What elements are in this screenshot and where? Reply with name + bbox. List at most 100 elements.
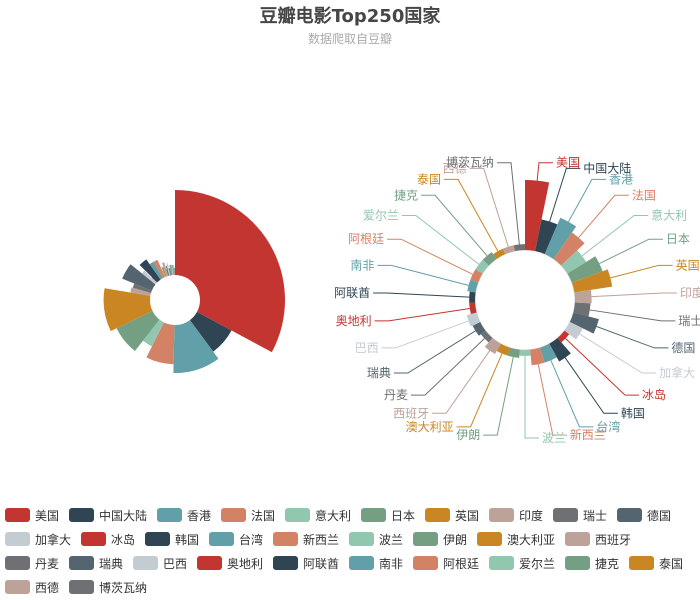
legend-item-20[interactable]: 瑞典 (69, 556, 123, 571)
right-rose-slice-18[interactable] (484, 337, 501, 355)
legend-item-2[interactable]: 香港 (157, 508, 211, 523)
right-rose-slice-9[interactable] (569, 312, 599, 334)
left-rose-slice-17[interactable] (162, 266, 167, 277)
legend-item-29[interactable]: 西德 (5, 580, 59, 595)
legend-item-3[interactable]: 法国 (221, 508, 275, 523)
legend-item-22[interactable]: 奥地利 (197, 556, 263, 571)
right-rose-slice-1[interactable] (535, 219, 558, 255)
right-rose-slice-6[interactable] (571, 269, 613, 293)
left-rose-slice-13[interactable] (149, 261, 163, 280)
right-rose-slice-17[interactable] (496, 343, 511, 356)
left-rose-slice-0[interactable] (175, 190, 285, 353)
legend-item-4[interactable]: 意大利 (285, 508, 351, 523)
legend-item-24[interactable]: 南非 (349, 556, 403, 571)
left-rose-slice-7[interactable] (130, 287, 151, 296)
legend-swatch-21 (133, 556, 158, 570)
right-rose-slice-4[interactable] (561, 250, 587, 274)
right-rose-slice-8[interactable] (573, 302, 591, 317)
left-rose-slice-20[interactable] (165, 265, 170, 276)
right-rose-slice-19[interactable] (480, 330, 493, 343)
left-rose-slice-8[interactable] (132, 283, 152, 294)
legend-item-18[interactable]: 西班牙 (565, 532, 631, 547)
legend-item-13[interactable]: 台湾 (209, 532, 263, 547)
legend-swatch-22 (197, 556, 222, 570)
legend-item-9[interactable]: 德国 (617, 508, 671, 523)
right-rose-slice-28[interactable] (493, 248, 506, 259)
left-rose-slice-19[interactable] (166, 268, 169, 276)
left-rose-slice-25[interactable] (170, 265, 173, 276)
right-rose-slice-12[interactable] (549, 337, 571, 362)
legend-item-28[interactable]: 泰国 (629, 556, 683, 571)
right-rose-slice-24[interactable] (467, 279, 479, 293)
legend-item-23[interactable]: 阿联酋 (273, 556, 339, 571)
right-rose-slice-5[interactable] (567, 256, 603, 283)
right-label-line-1 (549, 167, 581, 222)
right-rose-slice-26[interactable] (475, 259, 489, 274)
legend-item-10[interactable]: 加拿大 (5, 532, 71, 547)
left-rose-slice-18[interactable] (162, 262, 169, 277)
right-rose-slice-30[interactable] (513, 244, 525, 252)
legend-item-11[interactable]: 冰岛 (81, 532, 135, 547)
legend-item-12[interactable]: 韩国 (145, 532, 199, 547)
left-rose-slice-29[interactable] (174, 267, 175, 276)
legend-item-7[interactable]: 印度 (489, 508, 543, 523)
right-rose-slice-25[interactable] (470, 269, 483, 283)
left-rose-slice-9[interactable] (122, 264, 156, 291)
left-rose-slice-5[interactable] (116, 310, 160, 351)
right-rose-slice-7[interactable] (574, 289, 592, 304)
right-label-line-12 (564, 357, 618, 414)
left-rose-slice-24[interactable] (169, 265, 172, 276)
left-rose-slice-2[interactable] (173, 320, 219, 374)
right-rose-slice-13[interactable] (539, 343, 557, 363)
legend-item-25[interactable]: 阿根廷 (413, 556, 479, 571)
legend-swatch-0 (5, 508, 30, 522)
left-rose-slice-1[interactable] (189, 311, 232, 352)
left-rose-slice-21[interactable] (166, 263, 171, 276)
left-rose-slice-14[interactable] (153, 259, 166, 279)
legend-item-16[interactable]: 伊朗 (413, 532, 467, 547)
right-rose-slice-14[interactable] (530, 347, 545, 366)
legend-item-1[interactable]: 中国大陆 (69, 508, 147, 523)
right-rose-slice-3[interactable] (553, 232, 585, 266)
legend-item-6[interactable]: 英国 (425, 508, 479, 523)
right-rose-slice-22[interactable] (469, 302, 477, 315)
right-rose-slice-10[interactable] (564, 322, 583, 340)
right-slice-label-4: 意大利 (651, 208, 687, 223)
left-rose-slice-28[interactable] (173, 267, 175, 276)
legend-item-30[interactable]: 博茨瓦纳 (69, 580, 147, 595)
right-rose-slice-2[interactable] (544, 217, 577, 259)
legend-item-14[interactable]: 新西兰 (273, 532, 339, 547)
legend-label-15: 波兰 (379, 533, 403, 547)
legend-item-0[interactable]: 美国 (5, 508, 59, 523)
left-rose-slice-12[interactable] (139, 259, 161, 283)
legend-item-21[interactable]: 巴西 (133, 556, 187, 571)
legend-item-15[interactable]: 波兰 (349, 532, 403, 547)
left-rose-slice-27[interactable] (172, 264, 174, 276)
right-rose-slice-21[interactable] (466, 312, 481, 327)
right-rose-slice-15[interactable] (519, 349, 531, 356)
right-rose-slice-20[interactable] (472, 322, 486, 336)
legend-item-19[interactable]: 丹麦 (5, 556, 59, 571)
left-rose-slice-3[interactable] (146, 322, 175, 365)
legend-item-27[interactable]: 捷克 (565, 556, 619, 571)
right-rose-slice-11[interactable] (557, 330, 570, 343)
left-rose-slice-4[interactable] (142, 319, 164, 347)
legend-item-17[interactable]: 澳大利亚 (477, 532, 555, 547)
legend-item-5[interactable]: 日本 (361, 508, 415, 523)
left-rose-slice-16[interactable] (161, 267, 167, 277)
left-rose-slice-10[interactable] (141, 270, 157, 285)
left-rose-slice-26[interactable] (171, 264, 174, 276)
right-rose-slice-0[interactable] (525, 180, 550, 252)
left-rose-slice-11[interactable] (151, 277, 158, 283)
left-rose-slice-15[interactable] (162, 270, 166, 278)
right-rose-slice-27[interactable] (482, 252, 497, 266)
left-rose-slice-23[interactable] (169, 268, 171, 276)
right-rose-slice-16[interactable] (507, 347, 520, 359)
left-rose-slice-6[interactable] (103, 288, 153, 332)
legend-item-8[interactable]: 瑞士 (553, 508, 607, 523)
legend-label-30: 博茨瓦纳 (99, 580, 147, 595)
right-rose-slice-29[interactable] (502, 245, 515, 255)
right-rose-slice-23[interactable] (469, 291, 476, 303)
left-rose-slice-22[interactable] (168, 268, 171, 276)
legend-item-26[interactable]: 爱尔兰 (489, 556, 555, 571)
